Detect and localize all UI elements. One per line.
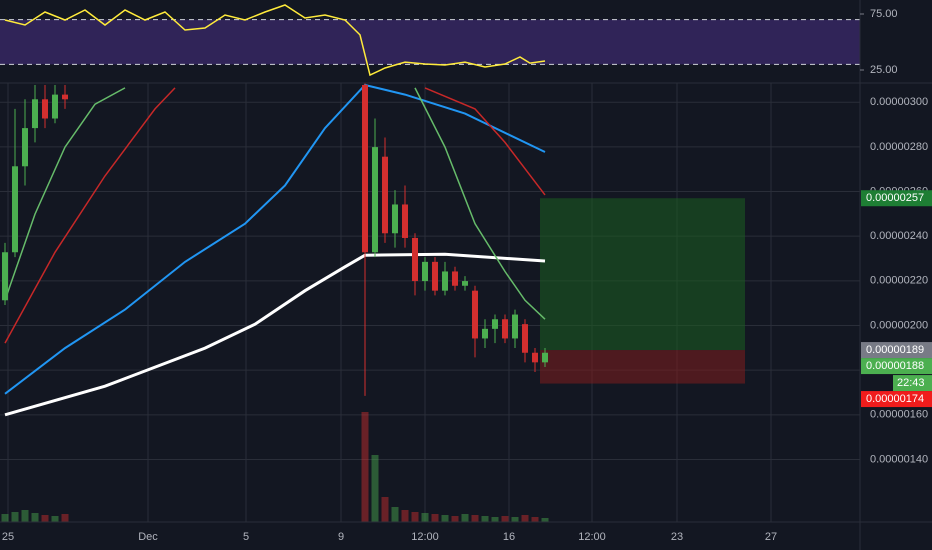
y-tick-label: 0.00000160 (870, 409, 928, 421)
x-tick-label: 12:00 (578, 531, 606, 543)
volume-bar (471, 515, 479, 522)
y-tick-label: 75.00 (870, 8, 898, 20)
candle-body (532, 352, 538, 363)
candle-body (2, 252, 8, 301)
volume-bar (51, 516, 59, 522)
rsi-band (0, 19, 860, 65)
y-tick-label: 0.00000300 (870, 96, 928, 108)
candle-body (22, 128, 28, 167)
countdown-box (893, 375, 932, 392)
candle-body (62, 94, 68, 100)
y-tick-label: 0.00000200 (870, 319, 928, 331)
candle-body (392, 204, 398, 234)
candle-body (52, 94, 58, 119)
y-tick-label: 0.00000140 (870, 453, 928, 465)
volume-bar (421, 513, 429, 522)
price-marker (861, 342, 932, 359)
line-series (4, 83, 546, 395)
price-marker-label: 0.00000188 (866, 360, 924, 372)
volume-bar (1, 514, 9, 522)
rsi-panel (0, 4, 860, 77)
price-marker-label: 0.00000189 (866, 344, 924, 356)
volume-bar (541, 518, 549, 522)
volume-bar (491, 517, 499, 522)
volume-bar (61, 514, 69, 522)
line-series (424, 87, 546, 196)
candle-body (422, 261, 428, 282)
y-tick-label: 0.00000220 (870, 275, 928, 287)
candle-body (12, 166, 18, 253)
volume-bar (401, 510, 409, 522)
volume-bar (431, 514, 439, 522)
price-marker (861, 190, 932, 207)
candle-body (32, 99, 38, 129)
countdown: 22:43 (897, 377, 925, 389)
candle-body (512, 314, 518, 339)
candle-body (482, 328, 488, 339)
volume-bar (451, 516, 459, 522)
x-tick-label: 25 (2, 531, 14, 543)
candle-body (362, 85, 368, 253)
volume-bar (371, 455, 379, 522)
price-marker-label: 0.00000174 (866, 393, 924, 405)
price-marker (861, 391, 932, 408)
price-panel (0, 83, 860, 522)
candle-body (492, 319, 498, 329)
volume-bar (501, 516, 509, 522)
x-tick-label: 27 (765, 531, 777, 543)
volume-bar (41, 515, 49, 522)
volume-bar (361, 412, 369, 522)
price-marker (861, 358, 932, 375)
line-series (414, 87, 546, 320)
loss-zone (540, 350, 745, 384)
volume-bar (441, 515, 449, 522)
profit-zone (540, 198, 745, 351)
volume-bar (391, 507, 399, 522)
y-tick-label: 0.00000280 (870, 141, 928, 153)
volume-bar (511, 517, 519, 522)
y-tick-label: 25.00 (870, 64, 898, 76)
x-tick-label: 16 (503, 531, 515, 543)
candle-body (452, 271, 458, 286)
x-tick-label: Dec (138, 531, 158, 543)
x-tick-label: 5 (243, 531, 249, 543)
candle-body (442, 271, 448, 291)
x-tick-label: 12:00 (411, 531, 439, 543)
y-tick-label: 0.00000240 (870, 230, 928, 242)
candle-body (372, 147, 378, 253)
volume-bar (411, 512, 419, 522)
line-series (4, 4, 546, 77)
candle-body (402, 204, 408, 238)
volume-bar (21, 510, 29, 522)
line-series (4, 87, 126, 301)
price-marker-label: 0.00000257 (866, 192, 924, 204)
candle-body (382, 156, 388, 234)
volume-bar (481, 516, 489, 522)
volume-bar (381, 497, 389, 522)
candle-body (522, 324, 528, 353)
candle-body (42, 99, 48, 119)
volume-bar (521, 515, 529, 522)
x-tick-label: 23 (671, 531, 683, 543)
volume-bar (31, 513, 39, 522)
candle-body (542, 352, 548, 363)
line-series (4, 252, 546, 417)
volume-bar (11, 512, 19, 522)
candle-body (462, 281, 468, 286)
volume-bar (461, 514, 469, 522)
candle-body (412, 237, 418, 282)
line-series (4, 87, 176, 344)
candle-body (502, 319, 508, 339)
candle-body (432, 261, 438, 291)
volume-bar (531, 517, 539, 522)
x-tick-label: 9 (338, 531, 344, 543)
candle-body (472, 290, 478, 339)
